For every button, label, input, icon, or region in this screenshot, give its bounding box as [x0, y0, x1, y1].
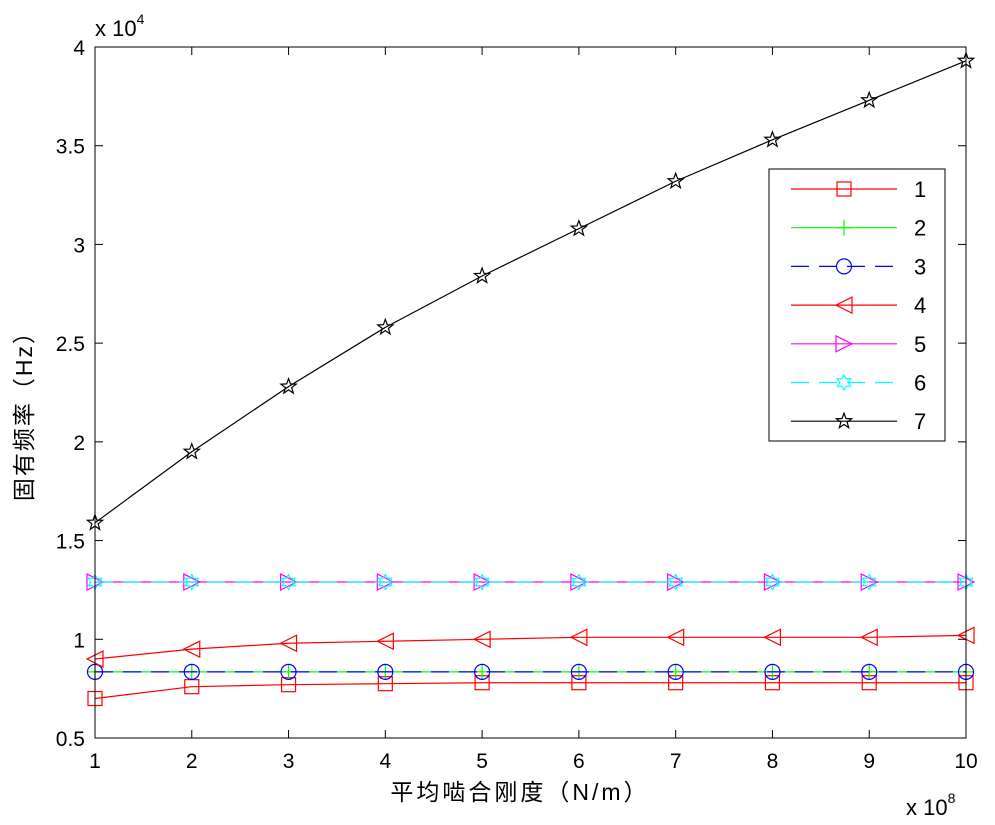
data-point: [184, 573, 200, 591]
data-point: [474, 663, 491, 680]
data-point: [569, 628, 588, 647]
x-tick-label: 10: [954, 750, 977, 773]
legend-marker: [835, 258, 853, 275]
x-exponent-label: x 108: [906, 790, 956, 820]
legend-item: 1: [791, 177, 926, 202]
legend-marker: [835, 334, 854, 353]
x-axis-label: 平均啮合刚度（N/m）: [390, 779, 649, 805]
data-point: [377, 573, 393, 591]
data-point: [279, 634, 298, 653]
legend-item: 5: [791, 332, 926, 357]
x-tick-label: 3: [283, 750, 295, 773]
x-tick-label: 8: [767, 750, 779, 773]
data-point: [861, 573, 877, 591]
y-tick-label: 3.5: [56, 136, 85, 159]
legend-marker: [834, 296, 853, 315]
x-exponent-power: 8: [948, 790, 956, 806]
y-tick-label: 1: [73, 629, 85, 652]
y-exponent-label: x 104: [95, 11, 145, 41]
legend-label: 1: [914, 177, 926, 202]
series-line: [94, 634, 967, 660]
legend-label: 2: [914, 216, 926, 241]
data-point: [472, 630, 491, 649]
y-exponent-base: x 10: [95, 16, 137, 41]
data-point: [280, 663, 297, 680]
data-point: [376, 317, 395, 336]
y-exponent-power: 4: [137, 11, 145, 27]
y-tick-label: 4: [73, 37, 85, 60]
data-point: [281, 573, 297, 591]
legend-label: 6: [914, 371, 926, 396]
data-point: [182, 640, 201, 659]
data-point: [571, 573, 587, 591]
series-line: [94, 682, 966, 700]
data-point: [570, 663, 587, 680]
x-exponent-base: x 10: [906, 795, 948, 820]
legend: 1 2 3 4 5 6 7: [768, 168, 946, 442]
data-point: [763, 130, 782, 148]
data-point: [182, 441, 202, 460]
data-point: [667, 663, 684, 680]
data-point: [859, 90, 879, 109]
data-point: [763, 628, 782, 647]
series-6: [87, 573, 974, 591]
y-tick-label: 0.5: [56, 728, 85, 751]
x-tick-label: 6: [573, 750, 585, 773]
y-tick-label: 2: [73, 432, 85, 455]
x-tick-label: 4: [379, 750, 391, 773]
legend-label: 3: [914, 254, 926, 279]
data-point: [666, 628, 685, 647]
legend-label: 7: [914, 409, 926, 434]
legend-marker: [836, 219, 852, 236]
data-point: [763, 573, 782, 592]
data-point: [474, 573, 490, 591]
legend-marker: [834, 411, 854, 430]
legend-label: 5: [914, 332, 926, 357]
x-tick-label: 5: [476, 750, 488, 773]
data-point: [859, 628, 878, 647]
plot-area: [85, 51, 976, 707]
data-point: [764, 663, 781, 680]
data-point: [666, 171, 685, 190]
data-point: [570, 573, 589, 592]
data-point: [183, 663, 200, 680]
y-tick-label: 2.5: [56, 333, 85, 356]
x-tick-label: 2: [186, 750, 198, 773]
legend-item: 4: [791, 293, 926, 318]
series-3: [86, 663, 975, 680]
y-tick-label: 1.5: [56, 531, 85, 554]
series-line: [94, 60, 967, 524]
legend-item: 6: [791, 371, 926, 396]
series-4: [85, 626, 975, 668]
y-ticks: 0.5 1 1.5 2 2.5 3 3.5 4: [56, 37, 966, 751]
data-point: [472, 266, 492, 284]
axes-box: [94, 46, 967, 739]
y-axis-label: 固有频率（Hz）: [11, 319, 37, 501]
data-point: [861, 663, 878, 680]
data-point: [668, 573, 684, 591]
x-ticks: 1 2 3 4 5 6 7 8 9 10: [89, 47, 978, 773]
legend-label: 4: [914, 293, 926, 318]
data-point: [764, 573, 780, 591]
data-point: [377, 663, 394, 680]
legend-marker: [836, 373, 852, 392]
series-1: [87, 675, 974, 707]
axes: [94, 46, 967, 739]
x-tick-label: 1: [89, 750, 101, 773]
data-point: [375, 632, 394, 651]
data-point: [279, 376, 298, 395]
legend-marker: [836, 181, 852, 197]
x-tick-label: 9: [863, 750, 875, 773]
legend-item: 7: [791, 409, 926, 434]
legend-item: 3: [791, 254, 926, 279]
data-point: [569, 218, 589, 237]
y-tick-label: 3: [73, 234, 85, 257]
legend-item: 2: [791, 216, 926, 241]
x-tick-label: 7: [670, 750, 682, 773]
